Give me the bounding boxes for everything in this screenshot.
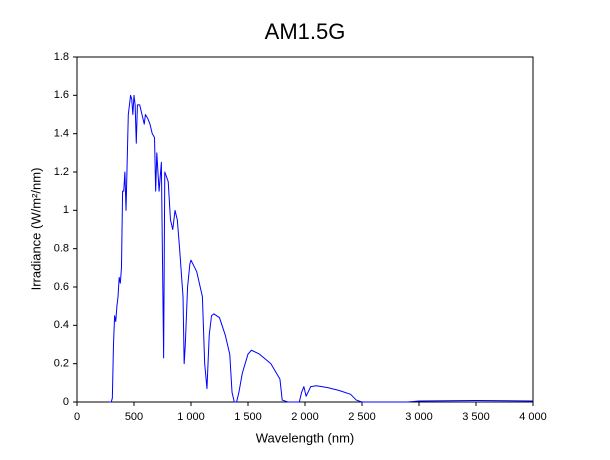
spectrum-line [108,94,534,403]
x-tick-label: 3 000 [405,411,433,423]
chart-title: AM1.5G [265,19,346,44]
x-tick-label: 1 500 [234,411,262,423]
x-axis-label: Wavelength (nm) [256,430,355,445]
x-tick-label: 0 [74,411,80,423]
y-tick-label: 0.6 [54,281,69,293]
y-tick-label: 0.4 [54,319,69,331]
x-tick-label: 1 000 [177,411,205,423]
x-tick-label: 4 000 [519,411,547,423]
y-tick-label: 0.2 [54,358,69,370]
x-tick-label: 2 000 [291,411,319,423]
x-tick-label: 2 500 [348,411,376,423]
y-tick-label: 0.8 [54,243,69,255]
y-tick-label: 1.6 [54,89,69,101]
y-tick-label: 1.2 [54,166,69,178]
y-tick-label: 1.4 [54,128,69,140]
x-tick-label: 3 500 [462,411,490,423]
y-tick-label: 0 [63,396,69,408]
y-axis-label: Irradiance (W/m²/nm) [28,168,43,291]
y-tick-label: 1.8 [54,51,69,63]
y-tick-label: 1 [63,204,69,216]
x-tick-label: 500 [125,411,143,423]
